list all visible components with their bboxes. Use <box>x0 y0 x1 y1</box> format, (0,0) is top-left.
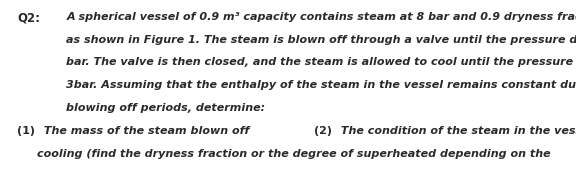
Text: as shown in Figure 1. The steam is blown off through a valve until the pressure : as shown in Figure 1. The steam is blown… <box>66 35 576 45</box>
Text: A spherical vessel of 0.9 m³ capacity contains steam at 8 bar and 0.9 dryness fr: A spherical vessel of 0.9 m³ capacity co… <box>66 12 576 22</box>
Text: blowing off periods, determine:: blowing off periods, determine: <box>66 103 266 113</box>
Text: (1): (1) <box>17 126 35 136</box>
Text: The mass of the steam blown off: The mass of the steam blown off <box>40 126 249 136</box>
Text: (2): (2) <box>314 126 332 136</box>
Text: bar. The valve is then closed, and the steam is allowed to cool until the pressu: bar. The valve is then closed, and the s… <box>66 57 576 67</box>
Text: Q2:: Q2: <box>17 12 40 25</box>
Text: cooling (find the dryness fraction or the degree of superheated depending on the: cooling (find the dryness fraction or th… <box>37 149 551 159</box>
Text: 3bar. Assuming that the enthalpy of the steam in the vessel remains constant dur: 3bar. Assuming that the enthalpy of the … <box>66 80 576 90</box>
Text: The condition of the steam in the vessel after: The condition of the steam in the vessel… <box>337 126 576 136</box>
